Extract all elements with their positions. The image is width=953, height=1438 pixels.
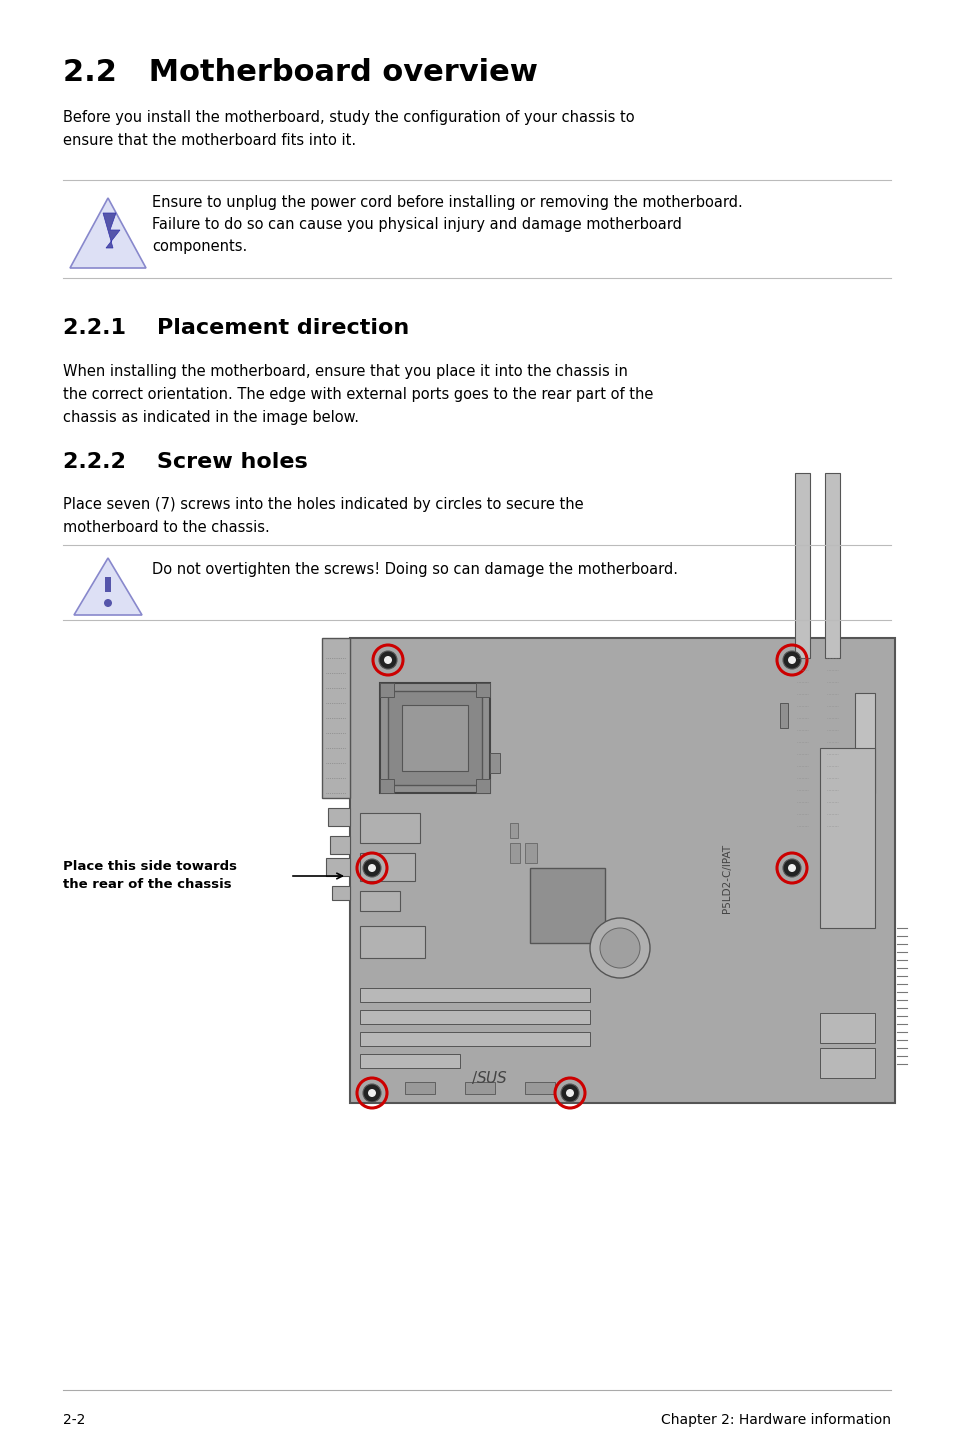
Bar: [379, 779, 394, 792]
Bar: [464, 1081, 495, 1094]
Bar: [820, 1048, 874, 1078]
Bar: [820, 748, 874, 928]
Text: When installing the motherboard, ensure that you place it into the chassis in
th: When installing the motherboard, ensure …: [63, 364, 653, 424]
Bar: [326, 858, 350, 876]
Bar: [332, 886, 350, 900]
Circle shape: [368, 864, 375, 871]
Circle shape: [560, 1084, 578, 1102]
Circle shape: [368, 1089, 375, 1097]
Text: 2.2   Motherboard overview: 2.2 Motherboard overview: [63, 58, 537, 88]
Polygon shape: [103, 213, 120, 247]
Bar: [854, 693, 874, 792]
Bar: [359, 853, 415, 881]
Circle shape: [787, 864, 795, 871]
Bar: [379, 683, 490, 792]
Bar: [350, 638, 894, 1103]
Text: $\mathit{/SUS}$: $\mathit{/SUS}$: [471, 1070, 508, 1087]
Bar: [524, 843, 537, 863]
Bar: [490, 754, 499, 774]
Bar: [820, 1012, 874, 1043]
Circle shape: [363, 858, 380, 877]
Text: Place seven (7) screws into the holes indicated by circles to secure the
motherb: Place seven (7) screws into the holes in…: [63, 498, 583, 535]
Circle shape: [565, 1089, 574, 1097]
Text: Do not overtighten the screws! Doing so can damage the motherboard.: Do not overtighten the screws! Doing so …: [152, 562, 678, 577]
Bar: [794, 473, 809, 659]
Bar: [524, 1081, 555, 1094]
Circle shape: [589, 917, 649, 978]
Bar: [824, 473, 840, 659]
Bar: [359, 988, 589, 1002]
Bar: [510, 823, 517, 838]
Circle shape: [782, 651, 801, 669]
Circle shape: [599, 928, 639, 968]
Bar: [359, 1054, 459, 1068]
Polygon shape: [74, 558, 142, 615]
Circle shape: [378, 651, 396, 669]
Bar: [530, 869, 604, 943]
Bar: [510, 843, 519, 863]
Text: 2.2.2    Screw holes: 2.2.2 Screw holes: [63, 452, 308, 472]
Bar: [330, 835, 350, 854]
Bar: [322, 638, 350, 798]
Text: P5LD2-C/IPAT: P5LD2-C/IPAT: [721, 844, 731, 913]
Text: Ensure to unplug the power cord before installing or removing the motherboard.
F: Ensure to unplug the power cord before i…: [152, 196, 742, 255]
Circle shape: [787, 656, 795, 664]
Bar: [401, 705, 468, 771]
Circle shape: [104, 600, 112, 607]
Bar: [359, 1009, 589, 1024]
Bar: [359, 892, 399, 912]
Text: Chapter 2: Hardware information: Chapter 2: Hardware information: [660, 1414, 890, 1426]
Bar: [379, 683, 394, 697]
Bar: [359, 926, 424, 958]
Bar: [359, 1032, 589, 1045]
Polygon shape: [70, 198, 146, 267]
Text: Before you install the motherboard, study the configuration of your chassis to
e: Before you install the motherboard, stud…: [63, 109, 634, 148]
Bar: [359, 812, 419, 843]
Text: 2-2: 2-2: [63, 1414, 85, 1426]
Circle shape: [363, 1084, 380, 1102]
Circle shape: [384, 656, 392, 664]
Bar: [388, 692, 481, 785]
Text: 2.2.1    Placement direction: 2.2.1 Placement direction: [63, 318, 409, 338]
Text: Place this side towards
the rear of the chassis: Place this side towards the rear of the …: [63, 860, 236, 892]
Bar: [405, 1081, 435, 1094]
Bar: [328, 808, 350, 825]
Bar: [476, 779, 490, 792]
Bar: [780, 703, 787, 728]
Bar: [476, 683, 490, 697]
Circle shape: [782, 858, 801, 877]
Bar: [105, 577, 111, 592]
